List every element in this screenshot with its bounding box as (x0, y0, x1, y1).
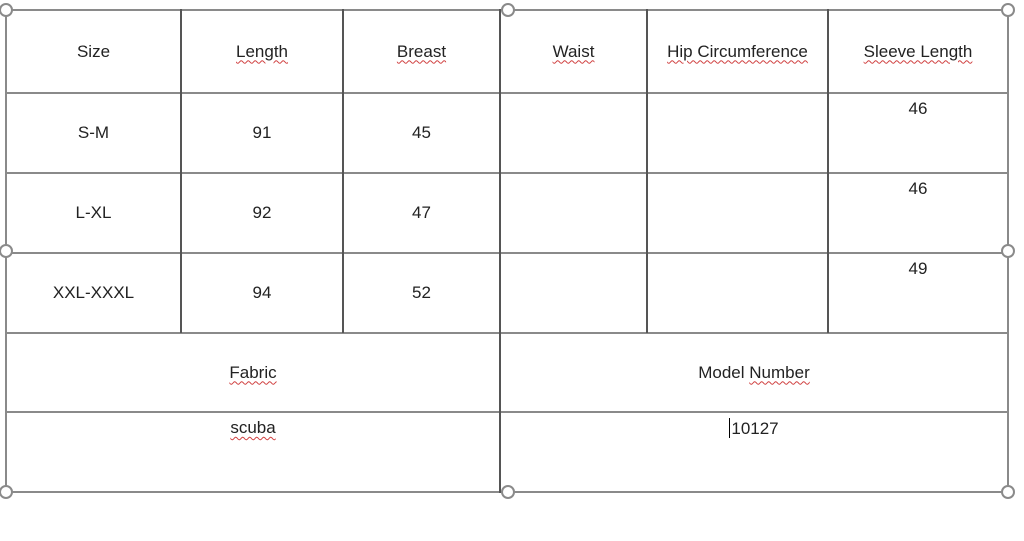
resize-handle[interactable] (501, 485, 515, 499)
header-sleeve[interactable]: Sleeve Length (828, 10, 1008, 93)
row-divider (6, 252, 1009, 254)
column-divider (499, 9, 501, 493)
resize-handle[interactable] (1001, 485, 1015, 499)
cell-breast[interactable]: 45 (343, 93, 500, 173)
cell-hip[interactable] (647, 253, 828, 333)
header-sleeve-text: Sleeve Length (863, 41, 973, 61)
resize-handle[interactable] (501, 3, 515, 17)
resize-handle[interactable] (1001, 244, 1015, 258)
column-divider (342, 9, 344, 333)
size-value: L-XL (75, 203, 112, 222)
cell-sleeve[interactable]: 49 (828, 253, 1008, 333)
header-waist[interactable]: Waist (500, 10, 647, 93)
length-value: 94 (252, 283, 272, 302)
length-value: 91 (252, 123, 272, 142)
header-breast-text: Breast (396, 41, 447, 61)
cell-waist[interactable] (500, 173, 647, 253)
fabric-label: Fabric (229, 362, 277, 382)
model-number-label: Model Number (698, 363, 810, 383)
cell-size[interactable]: S-M (6, 93, 181, 173)
row-divider (6, 92, 1009, 94)
column-divider (180, 9, 182, 333)
sleeve-value: 46 (908, 179, 928, 198)
model-value-wrap: 10127 (729, 418, 779, 439)
header-size-text: Size (76, 41, 111, 61)
cell-model-label[interactable]: Model Number (500, 333, 1008, 412)
row-divider (6, 172, 1009, 174)
cell-fabric-value[interactable]: scuba (6, 412, 500, 492)
cell-sleeve[interactable]: 46 (828, 173, 1008, 253)
header-size[interactable]: Size (6, 10, 181, 93)
cell-length[interactable]: 94 (181, 253, 343, 333)
header-waist-text: Waist (552, 41, 595, 61)
cell-sleeve[interactable]: 46 (828, 93, 1008, 173)
sleeve-value: 49 (908, 259, 928, 278)
size-value: S-M (77, 123, 110, 142)
cell-waist[interactable] (500, 253, 647, 333)
row-divider (6, 411, 1009, 413)
resize-handle[interactable] (1001, 3, 1015, 17)
cell-size[interactable]: L-XL (6, 173, 181, 253)
row-divider (6, 332, 1009, 334)
cell-hip[interactable] (647, 173, 828, 253)
header-hip-text: Hip Circumference (667, 41, 808, 61)
cell-fabric-label[interactable]: Fabric (6, 333, 500, 412)
breast-value: 52 (412, 283, 431, 302)
column-divider (646, 9, 648, 333)
breast-value: 45 (412, 123, 431, 142)
cell-length[interactable]: 92 (181, 173, 343, 253)
header-breast[interactable]: Breast (343, 10, 500, 93)
resize-handle[interactable] (0, 3, 13, 17)
column-divider (827, 9, 829, 333)
fabric-value: scuba (230, 418, 276, 437)
resize-handle[interactable] (0, 244, 13, 258)
cell-model-value[interactable]: 10127 (500, 412, 1008, 492)
cell-waist[interactable] (500, 93, 647, 173)
cell-hip[interactable] (647, 93, 828, 173)
text-cursor (729, 418, 731, 438)
length-value: 92 (252, 203, 272, 222)
breast-value: 47 (412, 203, 431, 222)
cell-breast[interactable]: 47 (343, 173, 500, 253)
sleeve-value: 46 (908, 99, 928, 118)
size-value: XXL-XXXL (52, 283, 135, 302)
header-hip[interactable]: Hip Circumference (647, 10, 828, 93)
cell-size[interactable]: XXL-XXXL (6, 253, 181, 333)
resize-handle[interactable] (0, 485, 13, 499)
cell-breast[interactable]: 52 (343, 253, 500, 333)
model-label-word: Model (698, 362, 745, 382)
cell-length[interactable]: 91 (181, 93, 343, 173)
header-length-text: Length (236, 41, 288, 61)
header-length[interactable]: Length (181, 10, 343, 93)
model-number-value: 10127 (731, 419, 779, 438)
number-label-word: Number (749, 362, 810, 382)
